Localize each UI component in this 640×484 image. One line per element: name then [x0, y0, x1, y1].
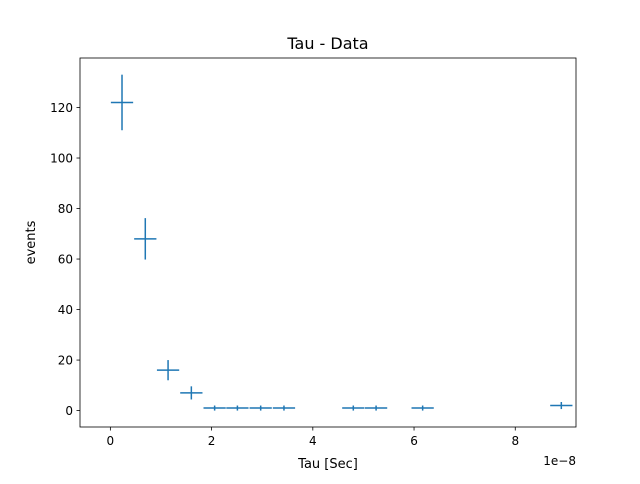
x-tick-label: 8 [511, 434, 519, 448]
data-point [249, 405, 272, 411]
y-tick-label: 60 [58, 252, 73, 266]
data-point [226, 405, 249, 411]
y-tick-label: 20 [58, 353, 73, 367]
y-tick-label: 80 [58, 202, 73, 216]
x-tick-label: 6 [410, 434, 418, 448]
y-tick-label: 0 [65, 404, 73, 418]
plot-frame [79, 57, 577, 428]
data-point [203, 405, 226, 411]
data-point [180, 386, 203, 400]
y-tick-label: 100 [50, 151, 73, 165]
data-point [411, 405, 434, 411]
data-marks [110, 74, 573, 411]
y-axis-ticks: 0 20 40 60 80 100 120 [50, 101, 80, 418]
data-point [342, 405, 365, 411]
plot-area [80, 58, 576, 427]
data-point [156, 360, 180, 381]
x-axis-label: Tau [Sec] [297, 457, 358, 472]
x-tick-label: 0 [107, 434, 115, 448]
data-point [134, 218, 157, 260]
x-tick-label: 4 [309, 434, 317, 448]
x-axis-offset-text: 1e−8 [543, 454, 576, 468]
x-axis-ticks: 0 2 4 6 8 [107, 427, 519, 448]
data-point [272, 405, 296, 411]
data-point [364, 405, 388, 411]
data-point [110, 74, 134, 131]
y-tick-label: 120 [50, 101, 73, 115]
y-axis-label: events [24, 220, 39, 264]
y-tick-label: 40 [58, 303, 73, 317]
data-point [550, 401, 573, 410]
x-tick-label: 2 [208, 434, 216, 448]
chart-title: Tau - Data [286, 34, 368, 53]
